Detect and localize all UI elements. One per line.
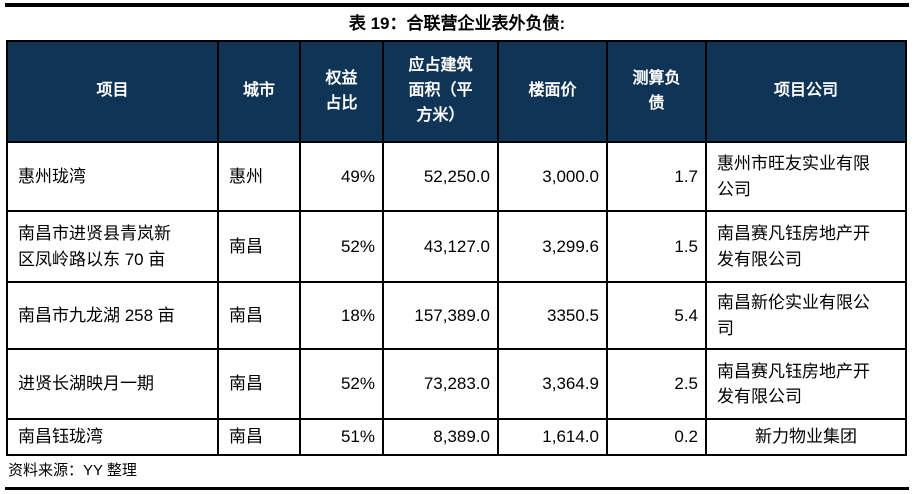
cell-project_company: 南昌赛凡钰房地产开发有限公司 [705, 210, 907, 283]
cell-gfa: 43,127.0 [382, 210, 499, 283]
cell-equity_ratio: 51% [299, 418, 384, 456]
cell-city: 南昌 [217, 281, 301, 350]
cell-estimated_debt: 5.4 [606, 281, 707, 350]
cell-project: 南昌钰珑湾 [6, 418, 219, 456]
table-body: 惠州珑湾 惠州 49% 52,250.0 3,000.0 1.7 惠州市旺友实业有限公司 南昌… [6, 141, 907, 456]
cell-city: 南昌 [217, 418, 301, 456]
cell-equity_ratio: 52% [299, 348, 384, 420]
table-row: 惠州珑湾 惠州 49% 52,250.0 3,000.0 1.7 惠州市旺友实业有限公司 [6, 141, 907, 212]
cell-equity_ratio: 52% [299, 210, 384, 283]
cell-equity_ratio: 18% [299, 281, 384, 350]
cell-city: 南昌 [217, 210, 301, 283]
column-header-gfa: 应占建筑面积（平方米） [382, 40, 499, 143]
cell-estimated_debt: 1.5 [606, 210, 707, 283]
column-header-project: 项目 [6, 40, 219, 143]
cell-estimated_debt: 1.7 [606, 141, 707, 212]
cell-project: 进贤长湖映月一期 [6, 348, 219, 420]
cell-project_company: 新力物业集团 [705, 418, 907, 456]
cell-equity_ratio: 49% [299, 141, 384, 212]
cell-project: 惠州珑湾 [6, 141, 219, 212]
cell-project_company: 南昌赛凡钰房地产开发有限公司 [705, 348, 907, 420]
cell-gfa: 8,389.0 [382, 418, 499, 456]
cell-floor_price: 3,299.6 [497, 210, 608, 283]
column-header-project_company: 项目公司 [705, 40, 907, 143]
table-title: 表 19：合联营企业表外负债: [348, 14, 566, 33]
cell-gfa: 73,283.0 [382, 348, 499, 420]
column-header-floor_price: 楼面价 [497, 40, 608, 143]
table-row: 进贤长湖映月一期 南昌 52% 73,283.0 3,364.9 2.5 南昌赛凡钰房地产开… [6, 348, 907, 420]
cell-estimated_debt: 2.5 [606, 348, 707, 420]
cell-floor_price: 3350.5 [497, 281, 608, 350]
top-divider [5, 3, 909, 7]
cell-project: 南昌市进贤县青岚新区凤岭路以东 70 亩 [6, 210, 219, 283]
table-row: 南昌钰珑湾 南昌 51% 8,389.0 1,614.0 0.2 新力物业集团 [6, 418, 907, 456]
column-header-city: 城市 [217, 40, 301, 143]
cell-estimated_debt: 0.2 [606, 418, 707, 456]
cell-project_company: 惠州市旺友实业有限公司 [705, 141, 907, 212]
cell-floor_price: 3,364.9 [497, 348, 608, 420]
cell-gfa: 52,250.0 [382, 141, 499, 212]
table-row: 南昌市进贤县青岚新区凤岭路以东 70 亩南昌 52% 43,127.0 3,299.6… [6, 210, 907, 283]
source-note: 资料来源：YY 整理 [8, 462, 137, 479]
header-row: 项目 城市 权益占比 应占建筑面积（平方米） 楼面价 测算负债 项目公司 [6, 40, 907, 143]
offbalance-liability-table: 项目 城市 权益占比 应占建筑面积（平方米） 楼面价 测算负债 项目公司 惠州珑湾 惠州 49%… [6, 40, 907, 456]
cell-city: 南昌 [217, 348, 301, 420]
table-row: 南昌市九龙湖 258 亩南昌 18% 157,389.0 3350.5 5.4 南昌新伦实… [6, 281, 907, 350]
column-header-estimated_debt: 测算负债 [606, 40, 707, 143]
cell-floor_price: 1,614.0 [497, 418, 608, 456]
column-header-equity_ratio: 权益占比 [299, 40, 384, 143]
cell-gfa: 157,389.0 [382, 281, 499, 350]
cell-city: 惠州 [217, 141, 301, 212]
cell-floor_price: 3,000.0 [497, 141, 608, 212]
bottom-divider [5, 487, 909, 490]
cell-project: 南昌市九龙湖 258 亩 [6, 281, 219, 350]
cell-project_company: 南昌新伦实业有限公司 [705, 281, 907, 350]
